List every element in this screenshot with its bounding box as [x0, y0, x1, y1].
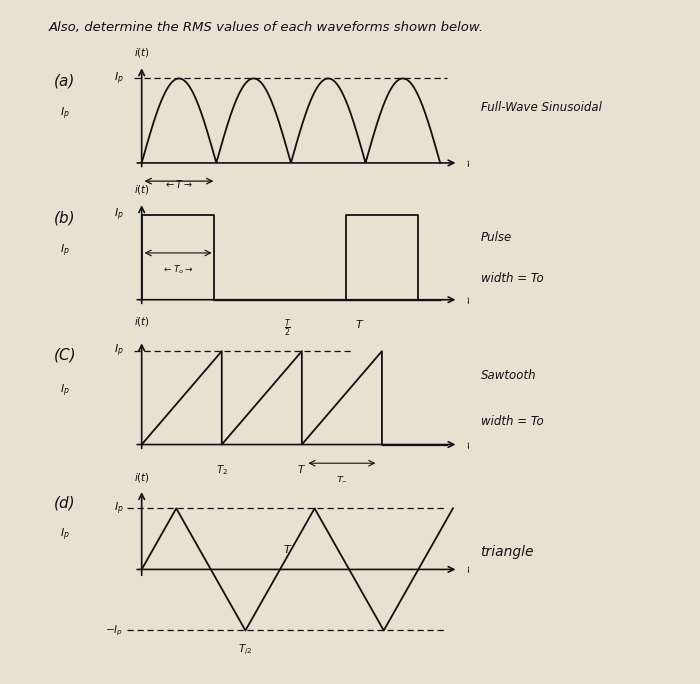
Text: $-I_p$: $-I_p$ [106, 623, 123, 637]
Text: $I_p$: $I_p$ [60, 105, 70, 122]
Text: $I_p$: $I_p$ [113, 343, 123, 359]
Text: $I_p$: $I_p$ [60, 242, 70, 259]
Text: $T$: $T$ [356, 318, 365, 330]
Text: (C): (C) [55, 347, 77, 363]
Text: Also, determine the RMS values of each waveforms shown below.: Also, determine the RMS values of each w… [49, 21, 484, 34]
Text: $T_{/2}$: $T_{/2}$ [238, 643, 253, 658]
Text: $t$: $t$ [466, 564, 472, 575]
Text: $i(t)$: $i(t)$ [134, 183, 150, 196]
Text: $i(t)$: $i(t)$ [134, 471, 150, 484]
Text: (b): (b) [55, 211, 76, 225]
Text: $t$: $t$ [466, 293, 472, 306]
Text: width = To: width = To [480, 272, 543, 285]
Text: $T_2$: $T_2$ [216, 463, 228, 477]
Text: $T_o$: $T_o$ [336, 474, 348, 488]
Text: $I_p$: $I_p$ [60, 527, 70, 542]
Text: $t$: $t$ [466, 438, 472, 451]
Text: $I_p$: $I_p$ [113, 70, 123, 87]
Text: (a): (a) [55, 74, 76, 88]
Text: Pulse: Pulse [480, 231, 512, 244]
Text: Sawtooth: Sawtooth [480, 369, 536, 382]
Text: $T$: $T$ [298, 463, 307, 475]
Text: $\leftarrow T \rightarrow$: $\leftarrow T \rightarrow$ [164, 179, 194, 190]
Text: $\leftarrow T_o \rightarrow$: $\leftarrow T_o \rightarrow$ [162, 263, 194, 276]
Text: $I_p$: $I_p$ [60, 383, 70, 399]
Text: Full-Wave Sinusoidal: Full-Wave Sinusoidal [480, 101, 601, 114]
Text: $I_p$: $I_p$ [113, 207, 123, 224]
Text: $T$: $T$ [283, 544, 292, 555]
Text: width = To: width = To [480, 415, 543, 428]
Text: $i(t)$: $i(t)$ [134, 315, 150, 328]
Text: $t$: $t$ [466, 157, 472, 169]
Text: triangle: triangle [480, 545, 534, 559]
Text: $I_p$: $I_p$ [113, 500, 123, 516]
Text: (d): (d) [55, 496, 76, 511]
Text: $\frac{T}{2}$: $\frac{T}{2}$ [284, 318, 291, 339]
Text: $i(t)$: $i(t)$ [134, 46, 150, 59]
